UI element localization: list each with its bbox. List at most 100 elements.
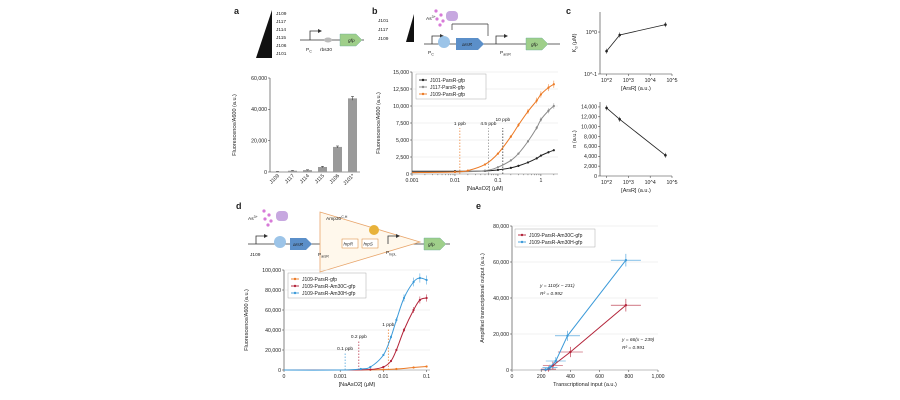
panel-b-pars-label: ParsR: [500, 50, 511, 57]
panel-b-ladder-label: J117: [378, 27, 388, 33]
fit-line: [545, 304, 627, 371]
x-tick-label: 0.1: [494, 178, 501, 184]
data-point: [395, 367, 398, 371]
y-tick-label: 80,000: [493, 224, 509, 230]
data-point: [496, 166, 500, 169]
data-point: [535, 126, 538, 129]
data-point: [539, 118, 543, 121]
threshold-label: 0.2 ppb: [351, 334, 367, 340]
data-point: [554, 359, 557, 363]
promoter-ladder-label: J106: [276, 43, 287, 49]
x-tick-label: 10^3: [623, 180, 634, 186]
pc-promoter-arrow-icon: [431, 35, 440, 44]
x-tick-label: J117: [284, 173, 296, 185]
data-point: [526, 161, 530, 164]
y-tick-label: 60,000: [265, 308, 281, 314]
data-point: [552, 83, 555, 86]
panel-d-gfp-gene-icon: [423, 237, 447, 251]
x-axis-label: [ArsR] (a.u.): [621, 86, 651, 92]
promoter-ladder-label: J115: [276, 35, 286, 41]
arsr-repressor-icon: [438, 36, 450, 48]
promoter-arrow-icon: [309, 30, 318, 40]
arsenic-ion: [439, 13, 443, 17]
data-point: [359, 367, 362, 371]
rbs30-label: rbs30: [320, 47, 332, 53]
data-point: [389, 359, 393, 363]
panel-d-pars-label: ParsR: [318, 252, 329, 259]
x-axis-label: [NaAsO2] (μM): [339, 382, 376, 388]
data-point: [425, 278, 428, 282]
y-tick-label: 40,000: [493, 296, 509, 302]
data-point: [547, 151, 550, 154]
hrps-label: hrpS: [364, 242, 373, 247]
hrpr-gene-icon: [341, 238, 359, 249]
data-point: [483, 163, 487, 166]
data-point: [517, 123, 520, 127]
panel-d-gfp-label: gfp: [428, 242, 435, 248]
data-point: [509, 166, 512, 169]
x-tick-label: 10^2: [601, 78, 612, 84]
arsenic-ion: [267, 213, 271, 217]
x-tick-label: 10^4: [645, 180, 656, 186]
y-axis-label: Fluorescence/A600 (a.u.): [244, 289, 250, 351]
data-point: [547, 86, 550, 89]
legend-box: [514, 228, 596, 248]
arsenic-ion: [441, 19, 445, 23]
legend-label: J101-ParsR-gfp: [430, 78, 465, 84]
legend-marker: [520, 240, 524, 244]
y-tick-label: 0: [278, 368, 281, 374]
x-tick-label: 10^2: [601, 180, 612, 186]
data-point: [624, 259, 628, 262]
panel-label-b: b: [372, 6, 378, 16]
x-tick-label: 10^5: [666, 78, 677, 84]
legend-label: J109-ParsR-Am30H-gfp: [529, 240, 583, 246]
x-tick-label: 0.01: [450, 178, 460, 184]
panel-b-gfp-label: gfp: [531, 42, 538, 48]
rbs-icon: [324, 37, 332, 43]
arsenic-ions-icon: [434, 9, 445, 27]
x-tick-label: 800: [624, 374, 633, 380]
data-point: [569, 350, 572, 354]
series-line: [606, 107, 666, 156]
data-point: [566, 334, 569, 337]
bar: [348, 98, 357, 172]
chart-c-bottom-n: 0 2,000 4,000 6,000 8,000 10,000 12,000 14,000 1…: [572, 102, 678, 194]
series-line: [606, 24, 666, 52]
legend-marker: [421, 85, 425, 89]
bar: [333, 146, 342, 172]
y-tick-label: 7,500: [396, 121, 409, 127]
bar: [288, 170, 297, 172]
legend-label: J117-ParsR-gfp: [430, 85, 465, 91]
data-point: [605, 106, 608, 110]
y-tick-label: 4,000: [584, 154, 597, 160]
panel-a-diagram: J109 J117 J114 J115 J106 J101 gfp PC rbs30: [256, 10, 364, 58]
data-point: [547, 109, 550, 112]
x-tick-label: 1,000: [652, 374, 665, 380]
pars-promoter-arrow-icon: [495, 35, 504, 44]
data-point: [605, 49, 608, 53]
legend-marker: [520, 233, 524, 237]
arsenic-label: As3+: [426, 15, 436, 22]
x-tick-label: 0.1: [423, 374, 430, 380]
panel-b-wedge: [406, 14, 414, 42]
arsenic-ion: [263, 217, 267, 221]
promoter-ladder-label: J109: [276, 11, 287, 17]
chart-a-bar: 0 20,000 40,000 60,000 J109 J117 J114 J115 J106 J…: [232, 76, 360, 187]
hrpr-label: hrpR: [344, 242, 354, 247]
arsenic-ion: [269, 219, 273, 223]
x-tick-label: J115: [314, 173, 326, 185]
phrpl-arrow-icon: [387, 235, 396, 244]
chart-d-line: 0 20,000 40,000 60,000 80,000 100,000 0 0.001 0.…: [244, 268, 430, 388]
y-tick-label: 6,000: [584, 144, 597, 150]
panel-b-diagram: J101 J117 J109 As3+ arsR gfp PC ParsR: [378, 9, 560, 57]
data-point: [496, 152, 500, 155]
threshold-label: 10 ppb: [495, 117, 510, 123]
data-point: [664, 23, 667, 26]
x-tick-label: J101*: [342, 173, 356, 187]
legend-label: J109-ParsR-Am30C-gfp: [302, 284, 356, 290]
data-point: [509, 159, 512, 162]
panel-label-e: e: [476, 201, 481, 211]
panel-d-j109-label: J109: [250, 252, 261, 258]
data-point: [369, 365, 372, 369]
promoter-ladder-label: J117: [276, 19, 286, 25]
